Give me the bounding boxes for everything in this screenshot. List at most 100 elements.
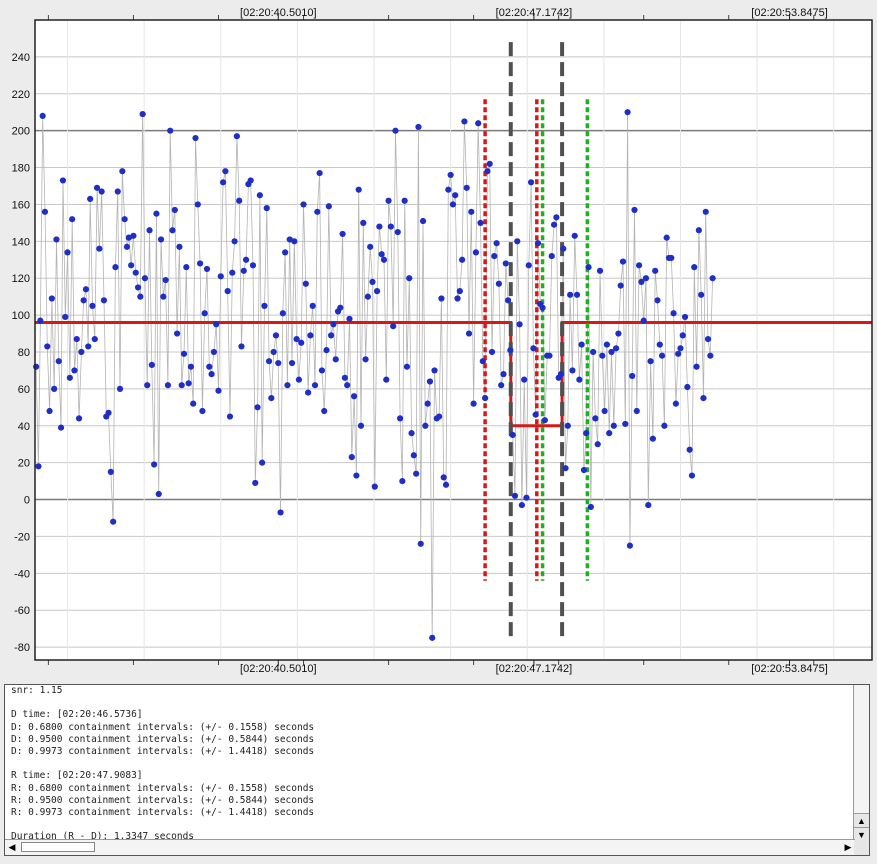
data-point bbox=[700, 394, 707, 402]
data-point bbox=[155, 490, 162, 498]
data-point bbox=[442, 481, 450, 488]
data-point bbox=[702, 208, 709, 215]
data-point bbox=[240, 267, 247, 274]
data-point bbox=[190, 400, 197, 407]
data-point bbox=[431, 367, 438, 374]
data-point bbox=[679, 332, 686, 339]
data-point bbox=[305, 389, 312, 396]
data-point bbox=[265, 358, 273, 365]
data-point bbox=[293, 335, 300, 343]
horizontal-scroll-thumb[interactable] bbox=[21, 842, 95, 852]
data-point bbox=[546, 352, 553, 359]
data-point bbox=[385, 197, 392, 204]
data-point bbox=[401, 197, 408, 204]
data-point bbox=[539, 304, 546, 311]
data-point bbox=[661, 422, 668, 429]
data-point bbox=[693, 363, 700, 370]
y-tick-label: 0 bbox=[24, 495, 30, 507]
log-line bbox=[11, 758, 851, 770]
log-line bbox=[11, 697, 851, 709]
log-line: R: 0.9500 containment intervals: (+/- 0.… bbox=[11, 794, 315, 806]
data-point bbox=[521, 376, 528, 383]
data-point bbox=[337, 304, 344, 311]
data-point bbox=[638, 278, 645, 286]
data-point bbox=[486, 160, 493, 167]
data-point bbox=[121, 216, 128, 223]
data-point bbox=[73, 335, 80, 343]
data-point bbox=[619, 258, 627, 265]
data-point bbox=[507, 347, 514, 354]
y-tick-label: 160 bbox=[12, 199, 30, 211]
data-point bbox=[580, 466, 588, 474]
data-point bbox=[624, 109, 631, 116]
data-point bbox=[626, 542, 634, 549]
log-line: Duration (R - D): 1.3347 seconds bbox=[11, 831, 195, 841]
y-tick-label: 140 bbox=[12, 236, 30, 248]
data-point bbox=[362, 356, 369, 363]
data-point bbox=[332, 356, 339, 363]
data-point bbox=[357, 422, 365, 429]
data-point bbox=[316, 169, 323, 177]
data-point bbox=[686, 446, 693, 453]
data-point bbox=[162, 276, 169, 284]
horizontal-scrollbar[interactable]: ◀ ▶ bbox=[5, 839, 855, 855]
data-point bbox=[128, 262, 135, 269]
results-log-panel[interactable]: snr: 1.15 D time: [02:20:46.5736] D: 0.68… bbox=[4, 684, 870, 856]
data-point bbox=[238, 343, 245, 350]
data-point bbox=[417, 540, 424, 547]
data-point bbox=[160, 293, 167, 300]
data-point bbox=[134, 284, 142, 291]
data-point bbox=[470, 400, 477, 407]
data-point bbox=[622, 420, 629, 428]
x-tick-label-top: [02:20:47.1742] bbox=[496, 7, 572, 19]
scroll-right-arrow-icon[interactable]: ▶ bbox=[844, 842, 852, 852]
data-point bbox=[518, 501, 525, 509]
data-point bbox=[33, 363, 40, 370]
data-point bbox=[314, 208, 321, 215]
data-point bbox=[610, 422, 617, 429]
log-line: D: 0.9500 containment intervals: (+/- 0.… bbox=[11, 733, 315, 745]
data-point bbox=[107, 468, 114, 475]
data-point bbox=[509, 431, 516, 439]
vertical-scrollbar[interactable]: ▲ ▼ bbox=[853, 685, 869, 842]
data-point bbox=[174, 330, 181, 337]
scroll-left-arrow-icon[interactable]: ◀ bbox=[8, 842, 16, 852]
data-point bbox=[459, 256, 466, 263]
data-point bbox=[475, 120, 482, 127]
data-point bbox=[171, 206, 178, 214]
data-point bbox=[114, 188, 121, 195]
data-point bbox=[325, 203, 332, 210]
data-point bbox=[71, 367, 78, 374]
data-point bbox=[645, 501, 652, 509]
data-point bbox=[110, 518, 117, 525]
scroll-down-arrow-icon[interactable]: ▼ bbox=[854, 827, 869, 842]
log-line: D time: [02:20:46.5736] bbox=[11, 709, 143, 721]
data-point bbox=[562, 465, 569, 472]
data-point bbox=[707, 352, 714, 359]
data-point bbox=[355, 186, 362, 193]
data-point bbox=[695, 227, 702, 234]
data-point bbox=[463, 184, 470, 191]
data-point bbox=[387, 223, 394, 230]
scroll-up-arrow-icon[interactable]: ▲ bbox=[854, 813, 869, 828]
x-tick-label-bottom: [02:20:53.8475] bbox=[751, 663, 827, 675]
data-point bbox=[199, 407, 206, 415]
data-point bbox=[141, 275, 149, 282]
data-point bbox=[514, 238, 521, 245]
data-point bbox=[87, 195, 94, 203]
data-point bbox=[318, 367, 326, 374]
data-point bbox=[392, 127, 399, 134]
data-point bbox=[268, 394, 275, 402]
data-point bbox=[557, 371, 565, 378]
data-point bbox=[80, 297, 87, 304]
log-line: R: 0.6800 containment intervals: (+/- 0.… bbox=[11, 782, 315, 794]
data-point bbox=[210, 348, 217, 356]
y-tick-label: 40 bbox=[18, 421, 30, 433]
data-point bbox=[394, 229, 401, 236]
data-point bbox=[259, 459, 266, 466]
data-point bbox=[585, 264, 592, 271]
data-point bbox=[590, 348, 597, 356]
data-point bbox=[613, 345, 620, 352]
data-point bbox=[424, 400, 431, 407]
data-point bbox=[194, 201, 201, 208]
